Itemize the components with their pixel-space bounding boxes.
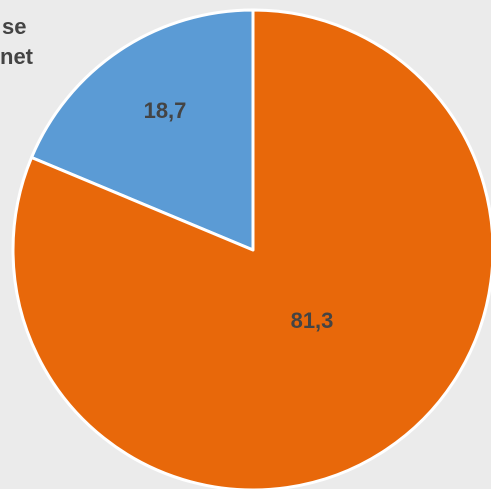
pie-slice-2 <box>11 8 491 489</box>
pie-labels: 18,7 81,3 <box>144 98 334 333</box>
legend-fragment-top: se <box>2 14 27 39</box>
pie-slice-label-2: 81,3 <box>291 308 334 333</box>
pie-slice-label-1: 18,7 <box>144 98 187 123</box>
pie-slices <box>11 8 491 489</box>
legend-fragment-bottom: net <box>0 44 33 69</box>
pie-slice-1 <box>30 8 255 252</box>
